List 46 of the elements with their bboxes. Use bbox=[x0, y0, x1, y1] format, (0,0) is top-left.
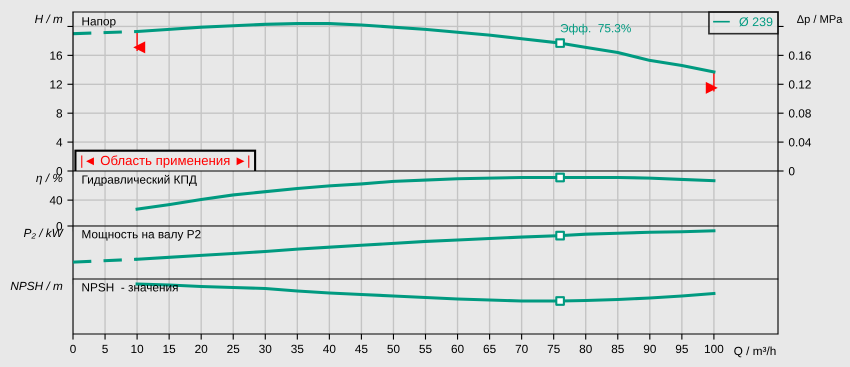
x-tick-label: 10 bbox=[131, 344, 144, 354]
legend-label: Ø 239 bbox=[739, 17, 772, 26]
y-tick-label: 4 bbox=[56, 138, 62, 146]
y-tick-label: 0 bbox=[56, 167, 62, 176]
y2-tick-label: 0.12 bbox=[788, 80, 811, 89]
chart-title: Гидравлический КПД bbox=[82, 174, 197, 186]
y2-tick-label: 0.08 bbox=[788, 109, 811, 118]
y-tick-label: 0 bbox=[56, 222, 62, 230]
y-tick-label: 16 bbox=[50, 51, 62, 60]
x-tick-label: 50 bbox=[387, 344, 400, 354]
x-tick-label: 45 bbox=[355, 344, 368, 354]
x-tick-label: 90 bbox=[644, 344, 656, 354]
chart-title: NPSH - значения bbox=[82, 283, 178, 292]
x-tick-label: 5 bbox=[102, 344, 108, 354]
x-tick-label: 55 bbox=[419, 344, 432, 354]
x-axis-title: Q / m³/h bbox=[734, 346, 776, 358]
y-axis-title: P₂ / kW bbox=[24, 228, 64, 238]
y-tick-label: 40 bbox=[50, 196, 62, 205]
x-tick-label: 0 bbox=[70, 344, 76, 354]
x-tick-label: 80 bbox=[580, 344, 592, 354]
x-tick-label: 100 bbox=[704, 344, 724, 354]
annotation: |◄ Область применения ►| bbox=[81, 155, 250, 168]
x-tick-label: 35 bbox=[291, 344, 304, 354]
y2-tick-label: 0 bbox=[788, 167, 795, 176]
x-tick-label: 65 bbox=[484, 344, 496, 354]
y-axis-title: H / m bbox=[34, 14, 62, 24]
chart-title: Напор bbox=[82, 17, 116, 28]
x-tick-label: 85 bbox=[612, 344, 624, 354]
x-tick-label: 70 bbox=[516, 344, 528, 354]
x-tick-label: 40 bbox=[323, 344, 336, 354]
y-axis-title: η / % bbox=[36, 174, 62, 185]
y2-axis-title: Δp / MPa bbox=[797, 14, 842, 26]
x-tick-label: 30 bbox=[259, 344, 272, 354]
x-tick-label: 15 bbox=[163, 344, 176, 354]
y2-tick-label: 0.04 bbox=[788, 138, 812, 146]
annotation: Эфф. 75.3% bbox=[560, 24, 631, 35]
y2-tick-label: 0.16 bbox=[788, 51, 811, 60]
x-tick-label: 60 bbox=[452, 344, 464, 354]
x-tick-label: 95 bbox=[676, 344, 688, 354]
x-tick-label: 25 bbox=[227, 344, 240, 354]
y-tick-label: 12 bbox=[50, 80, 62, 89]
y-axis-title: NPSH / m bbox=[10, 281, 62, 290]
chart-title: Мощность на валу P2 bbox=[82, 230, 201, 241]
x-tick-label: 75 bbox=[548, 344, 560, 354]
x-tick-label: 20 bbox=[195, 344, 208, 354]
y-tick-label: 8 bbox=[56, 109, 62, 118]
